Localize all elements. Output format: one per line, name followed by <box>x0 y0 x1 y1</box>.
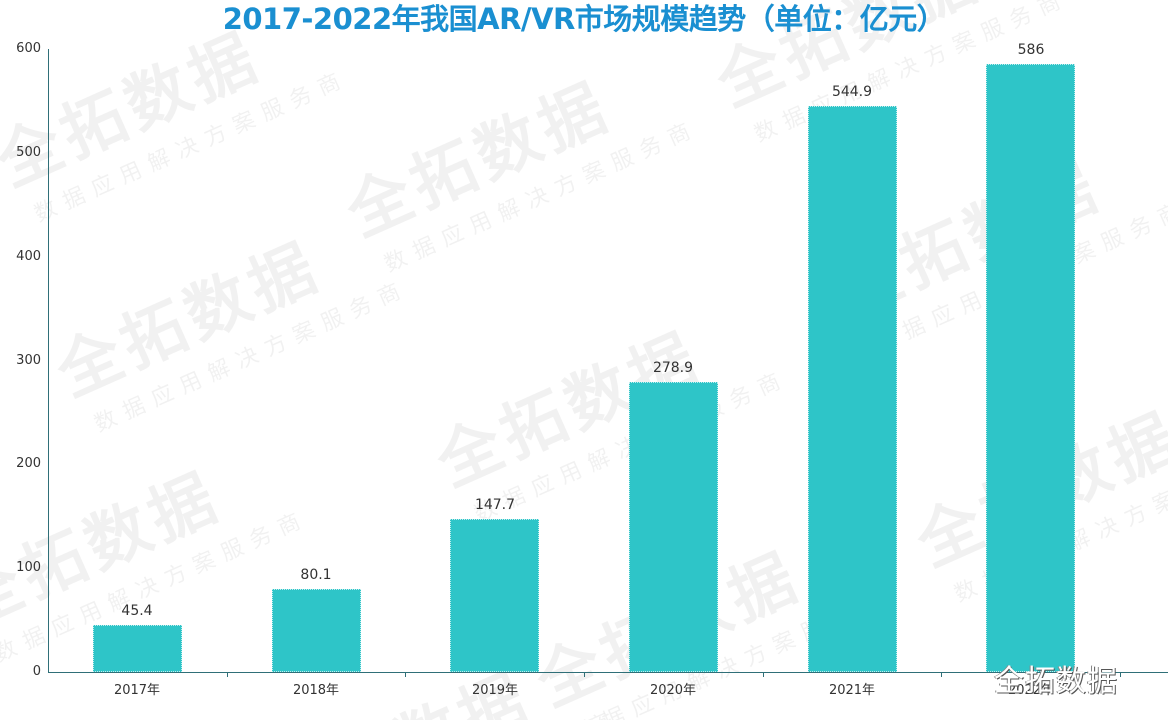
x-tick-label: 2018年 <box>292 683 340 698</box>
bar-value-label: 278.9 <box>652 360 694 376</box>
x-tick-label: 2022年 <box>1007 683 1055 698</box>
y-tick-label: 300 <box>16 352 41 368</box>
x-tick <box>941 672 942 677</box>
bar-2017 <box>93 625 182 672</box>
y-tick-label: 200 <box>16 456 41 472</box>
x-tick-label: 2017年 <box>113 683 161 698</box>
y-tick-label: 500 <box>16 144 41 160</box>
bar-value-label: 586 <box>1017 42 1045 58</box>
x-tick-label: 2021年 <box>828 683 876 698</box>
bar-2021 <box>808 106 897 672</box>
bar-2020 <box>629 382 718 672</box>
bar-value-label: 45.4 <box>121 603 153 619</box>
bar-value-label: 544.9 <box>831 84 873 100</box>
x-tick-label: 2019年 <box>471 683 519 698</box>
y-tick-label: 600 <box>16 41 41 56</box>
bar-2022 <box>986 64 1075 672</box>
y-tick-label: 100 <box>16 560 41 576</box>
x-tick <box>1120 672 1121 677</box>
chart-title: 2017-2022年我国AR/VR市场规模趋势（单位：亿元） <box>222 2 946 36</box>
x-tick <box>763 672 764 677</box>
bar-2018 <box>272 589 361 672</box>
bar-value-label: 80.1 <box>300 567 332 583</box>
y-tick-label: 0 <box>32 664 41 679</box>
x-tick-label: 2020年 <box>649 683 697 698</box>
x-tick <box>405 672 406 677</box>
x-axis-line <box>48 672 1168 673</box>
y-tick-label: 400 <box>16 248 41 264</box>
x-tick <box>227 672 228 677</box>
bar-value-label: 147.7 <box>474 497 516 513</box>
brand-logo: 全拓数据 <box>994 664 1118 699</box>
x-tick <box>584 672 585 677</box>
bar-2019 <box>450 519 539 672</box>
y-axis-line <box>48 49 49 672</box>
